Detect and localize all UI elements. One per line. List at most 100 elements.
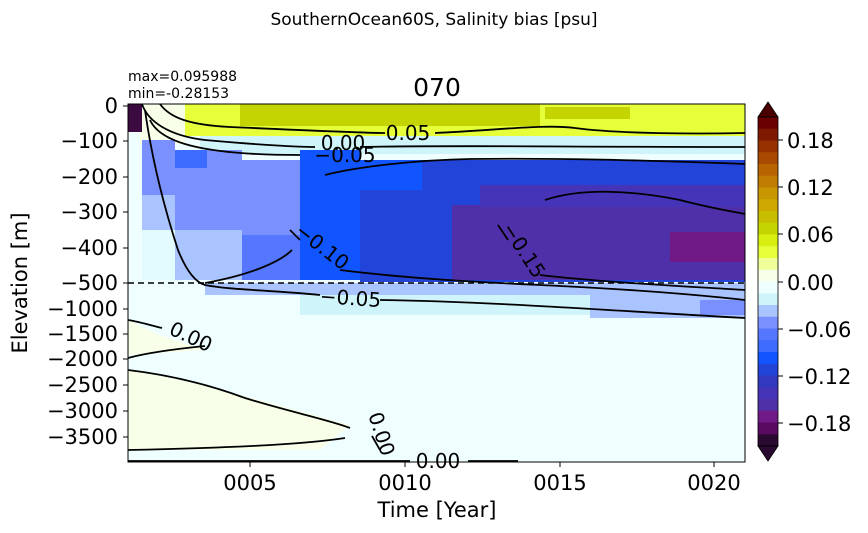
cell-positive-core xyxy=(240,104,540,126)
cell-positive-core-2 xyxy=(545,107,630,119)
colorbar-band xyxy=(758,316,778,329)
colorbar-band xyxy=(758,152,778,165)
contour-label: −0.05 xyxy=(314,143,375,167)
colorbar-ticks: 0.18 0.12 0.06 0.00 −0.06 −0.12 −0.18 xyxy=(778,129,851,436)
cell-blue-col2 xyxy=(175,150,207,168)
y-tick-label: −1500 xyxy=(47,322,118,346)
colorbar-band xyxy=(758,375,778,388)
colorbar-extend-top xyxy=(757,101,779,118)
contour-label: 0.00 xyxy=(321,131,366,155)
heatmap-cells-upper xyxy=(128,104,745,282)
colorbar-band xyxy=(758,328,778,341)
colorbar-band xyxy=(758,269,778,282)
x-tick-label: 0020 xyxy=(687,471,740,495)
colorbar-band xyxy=(758,387,778,400)
contour-line xyxy=(359,145,746,148)
colorbar-band xyxy=(758,258,778,271)
colorbar-tick-label: 0.18 xyxy=(787,129,834,153)
colorbar-band xyxy=(758,410,778,423)
colorbar-band xyxy=(758,293,778,306)
colorbar-band xyxy=(758,305,778,318)
colorbar-band xyxy=(758,175,778,188)
cell-light-left xyxy=(142,230,175,280)
colorbar-tick-label: 0.00 xyxy=(787,271,834,295)
x-axis: 0005 0010 0015 0020 Time [Year] xyxy=(223,462,741,522)
y-tick-label: −500 xyxy=(60,271,118,295)
cell-dark-blue-edge xyxy=(700,300,745,315)
y-tick-label: −3000 xyxy=(47,399,118,423)
colorbar-tick-label: −0.06 xyxy=(787,318,851,342)
colorbar-bands xyxy=(758,117,778,447)
y-tick-label: −1000 xyxy=(47,297,118,321)
contour-line xyxy=(127,369,351,429)
x-axis-label: Time [Year] xyxy=(377,498,497,522)
colorbar-tick-label: −0.18 xyxy=(787,412,851,436)
colorbar-band xyxy=(758,422,778,435)
contour-line xyxy=(141,103,316,148)
cell-magenta-core xyxy=(670,232,745,262)
cell-dark-corner-top xyxy=(128,104,142,132)
y-tick-label: −100 xyxy=(60,129,118,153)
colorbar-band xyxy=(758,187,778,200)
colorbar-band xyxy=(758,363,778,376)
colorbar-band xyxy=(758,140,778,153)
x-tick-label: 0005 xyxy=(223,471,276,495)
contour-line xyxy=(324,157,746,176)
colorbar-band xyxy=(758,234,778,247)
colorbar-band xyxy=(758,128,778,141)
cell-blue-col4 xyxy=(242,235,307,280)
colorbar-tick-label: 0.12 xyxy=(787,176,834,200)
contour-line xyxy=(127,437,346,451)
figure-suptitle: SouthernOcean60S, Salinity bias [psu] xyxy=(270,10,597,30)
colorbar-band xyxy=(758,117,778,130)
contour-line xyxy=(149,119,301,156)
colorbar-band xyxy=(758,222,778,235)
colorbar-band xyxy=(758,199,778,212)
x-tick-label: 0010 xyxy=(378,471,431,495)
contour-line xyxy=(144,109,321,296)
y-tick-label: 0 xyxy=(105,94,118,118)
colorbar: 0.18 0.12 0.06 0.00 −0.06 −0.12 −0.18 xyxy=(757,101,851,462)
stat-max: max=0.095988 xyxy=(128,69,237,85)
contour-line xyxy=(289,229,301,241)
heatmap-plot-area: 0.05 0.00 −0.05 −0.10 −0.15 −0.05 0.00 0… xyxy=(127,103,746,473)
cell-strong-blue-col6b xyxy=(360,160,422,190)
colorbar-tick-label: −0.12 xyxy=(787,365,851,389)
y-tick-label: −200 xyxy=(60,165,118,189)
contour-line xyxy=(159,103,386,134)
y-tick-label: −3500 xyxy=(47,425,118,449)
y-axis-label: Elevation [m] xyxy=(8,212,32,353)
y-axis: 0 −100 −200 −300 −400 −500 −1000 −1500 −… xyxy=(8,94,128,449)
contour-line xyxy=(539,274,746,291)
contour-line xyxy=(339,269,746,301)
colorbar-band xyxy=(758,246,778,259)
cell-weak-negative-strip xyxy=(200,136,745,154)
stat-min: min=-0.28153 xyxy=(128,86,229,102)
y-tick-label: −400 xyxy=(60,236,118,260)
contour-line xyxy=(127,319,163,329)
colorbar-band xyxy=(758,340,778,353)
colorbar-band xyxy=(758,399,778,412)
x-tick-label: 0015 xyxy=(533,471,586,495)
contour-label: −0.05 xyxy=(319,284,382,312)
y-ticks-lower: −1000 −1500 −2000 −2500 −3000 −3500 xyxy=(47,297,128,449)
colorbar-band xyxy=(758,281,778,294)
colorbar-band xyxy=(758,211,778,224)
panel-title: 070 xyxy=(413,73,461,102)
contour-line xyxy=(127,345,206,359)
contour-line xyxy=(434,125,746,135)
cell-purple-upper xyxy=(480,185,745,207)
y-tick-label: −2500 xyxy=(47,373,118,397)
colorbar-extend-bottom xyxy=(757,445,779,462)
y-ticks-upper: 0 −100 −200 −300 −400 −500 xyxy=(60,94,128,295)
contour-lines xyxy=(127,103,746,462)
cell-near-zero-patch-1 xyxy=(128,320,205,355)
contour-line xyxy=(497,224,509,241)
colorbar-band xyxy=(758,164,778,177)
contour-label: 0.05 xyxy=(386,121,431,145)
cell-near-zero-patch-2 xyxy=(128,370,350,450)
colorbar-band xyxy=(758,434,778,447)
cell-strong-blue-col5 xyxy=(300,150,360,280)
contour-line xyxy=(379,299,746,319)
